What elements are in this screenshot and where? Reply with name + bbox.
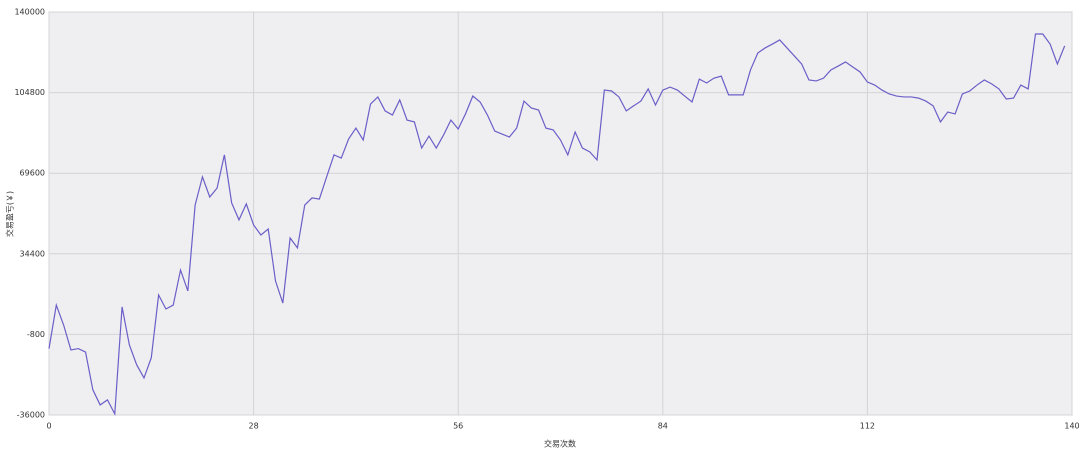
x-tick-label: 28 — [249, 422, 259, 431]
plot-area — [48, 11, 1073, 416]
x-tick-label: 140 — [1064, 422, 1079, 431]
x-axis-label: 交易次数 — [544, 439, 576, 449]
x-tick-label: 0 — [46, 422, 51, 431]
y-tick-label: -36000 — [17, 411, 45, 420]
x-tick-label: 84 — [658, 422, 668, 431]
x-tick-label: 112 — [860, 422, 875, 431]
y-tick-label: 69600 — [20, 169, 45, 178]
y-tick-label: 140000 — [14, 8, 45, 17]
y-tick-label: -800 — [27, 330, 45, 339]
x-tick-label: 56 — [453, 422, 463, 431]
y-tick-label: 34400 — [20, 249, 45, 258]
data-line — [48, 33, 1066, 417]
y-tick-label: 104800 — [14, 88, 45, 97]
y-axis-label: 交易盈亏(￥) — [5, 191, 15, 237]
